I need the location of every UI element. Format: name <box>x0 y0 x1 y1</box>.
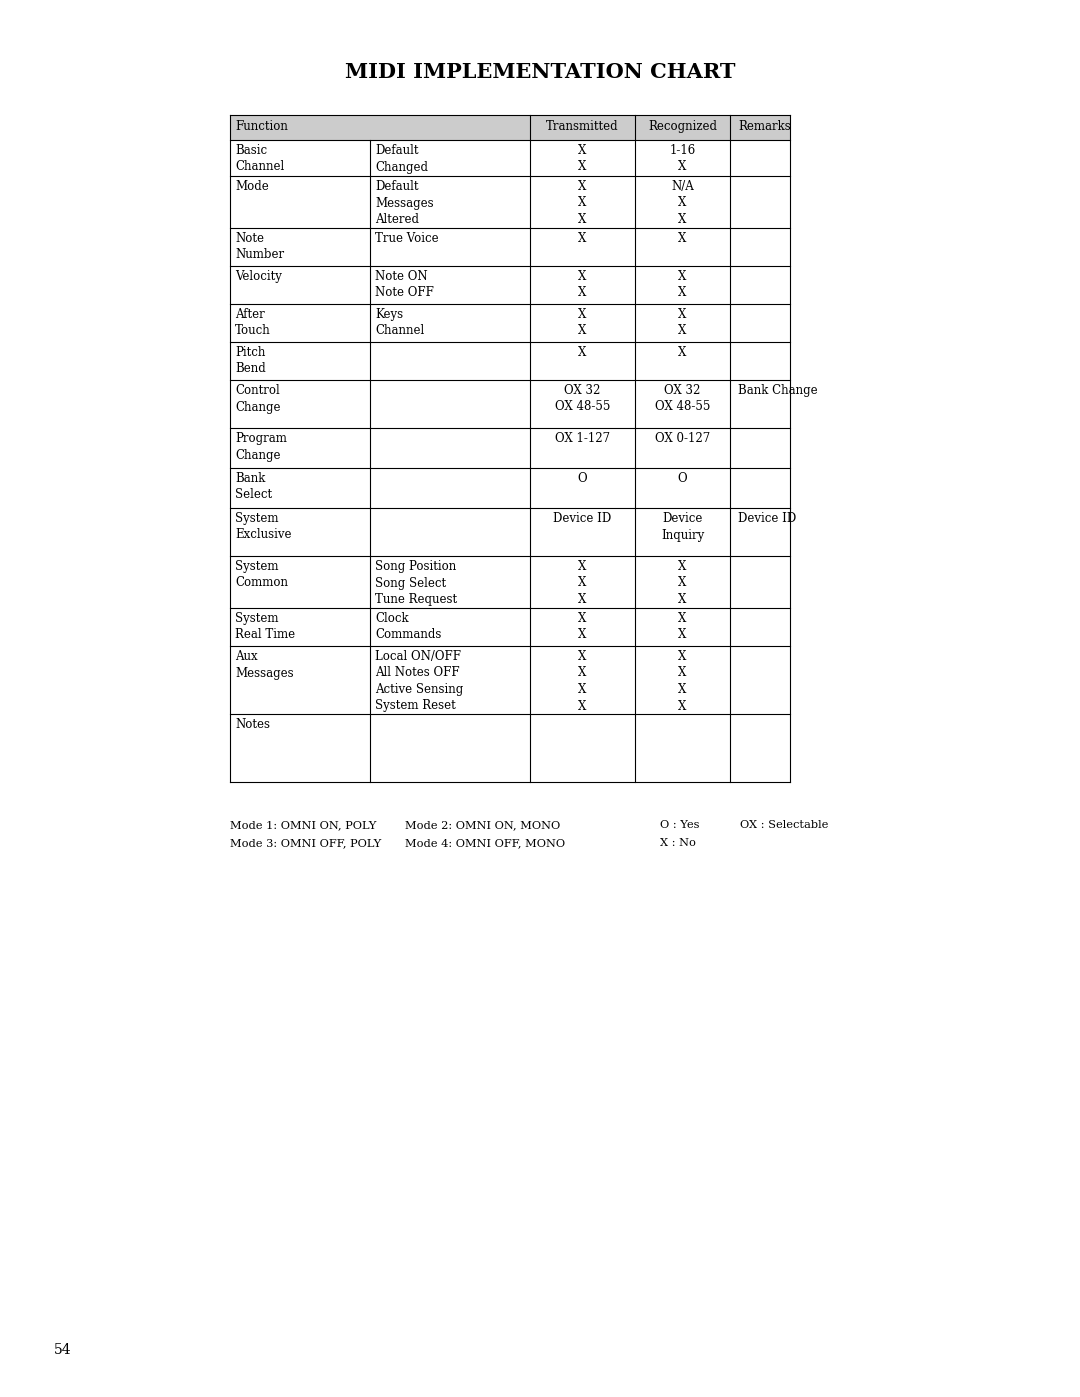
Text: Keys
Channel: Keys Channel <box>375 307 424 338</box>
Text: Remarks: Remarks <box>738 120 791 133</box>
Text: X
X: X X <box>578 307 586 338</box>
Text: Pitch
Bend: Pitch Bend <box>235 346 266 376</box>
Text: System
Common: System Common <box>235 560 288 590</box>
Text: X
X
X
X: X X X X <box>578 650 586 712</box>
Text: OX 32
OX 48-55: OX 32 OX 48-55 <box>555 384 610 414</box>
Text: Recognized: Recognized <box>648 120 717 133</box>
Text: System
Real Time: System Real Time <box>235 612 295 641</box>
Text: X: X <box>578 346 586 359</box>
Text: Device
Inquiry: Device Inquiry <box>661 511 704 542</box>
Text: MIDI IMPLEMENTATION CHART: MIDI IMPLEMENTATION CHART <box>345 61 735 82</box>
Text: X
X
X: X X X <box>678 560 687 606</box>
Text: Velocity: Velocity <box>235 270 282 284</box>
Text: Control
Change: Control Change <box>235 384 281 414</box>
Text: X: X <box>678 346 687 359</box>
Text: X
X: X X <box>678 612 687 641</box>
Text: Device ID: Device ID <box>553 511 611 525</box>
Text: Program
Change: Program Change <box>235 432 287 461</box>
Text: Aux
Messages: Aux Messages <box>235 650 294 679</box>
Text: Note ON
Note OFF: Note ON Note OFF <box>375 270 434 299</box>
Text: X
X
X
X: X X X X <box>678 650 687 712</box>
Text: After
Touch: After Touch <box>235 307 271 338</box>
Text: 1-16
X: 1-16 X <box>670 144 696 173</box>
Text: Device ID: Device ID <box>738 511 796 525</box>
Text: System
Exclusive: System Exclusive <box>235 511 292 542</box>
Text: Bank Change: Bank Change <box>738 384 818 397</box>
Text: Default
Messages
Altered: Default Messages Altered <box>375 180 434 226</box>
Text: Note
Number: Note Number <box>235 232 284 261</box>
Text: Clock
Commands: Clock Commands <box>375 612 442 641</box>
Text: X
X
X: X X X <box>578 180 586 226</box>
Text: X
X: X X <box>578 270 586 299</box>
Text: OX 0-127: OX 0-127 <box>654 432 711 446</box>
Text: X
X: X X <box>578 612 586 641</box>
Text: 54: 54 <box>54 1343 71 1356</box>
Text: Mode 1: OMNI ON, POLY: Mode 1: OMNI ON, POLY <box>230 820 376 830</box>
Text: Notes: Notes <box>235 718 270 731</box>
Text: X : No: X : No <box>660 838 696 848</box>
Text: Bank
Select: Bank Select <box>235 472 272 502</box>
Text: O : Yes: O : Yes <box>660 820 700 830</box>
Text: X
X: X X <box>678 307 687 338</box>
Text: Mode 3: OMNI OFF, POLY: Mode 3: OMNI OFF, POLY <box>230 838 381 848</box>
Text: Transmitted: Transmitted <box>546 120 619 133</box>
Text: Mode 4: OMNI OFF, MONO: Mode 4: OMNI OFF, MONO <box>405 838 565 848</box>
Text: X: X <box>678 232 687 244</box>
Text: X: X <box>578 232 586 244</box>
Bar <box>230 115 789 140</box>
Text: Mode 2: OMNI ON, MONO: Mode 2: OMNI ON, MONO <box>405 820 561 830</box>
Text: Song Position
Song Select
Tune Request: Song Position Song Select Tune Request <box>375 560 457 606</box>
Text: O: O <box>578 472 588 485</box>
Text: Local ON/OFF
All Notes OFF
Active Sensing
System Reset: Local ON/OFF All Notes OFF Active Sensin… <box>375 650 463 712</box>
Text: OX 32
OX 48-55: OX 32 OX 48-55 <box>654 384 711 414</box>
Text: OX 1-127: OX 1-127 <box>555 432 610 446</box>
Text: N/A
X
X: N/A X X <box>671 180 693 226</box>
Text: Basic
Channel: Basic Channel <box>235 144 284 173</box>
Text: OX : Selectable: OX : Selectable <box>740 820 828 830</box>
Text: X
X
X: X X X <box>578 560 586 606</box>
Text: O: O <box>677 472 687 485</box>
Text: X
X: X X <box>578 144 586 173</box>
Text: True Voice: True Voice <box>375 232 438 244</box>
Text: X
X: X X <box>678 270 687 299</box>
Text: Default
Changed: Default Changed <box>375 144 428 173</box>
Text: Function: Function <box>235 120 288 133</box>
Text: Mode: Mode <box>235 180 269 193</box>
